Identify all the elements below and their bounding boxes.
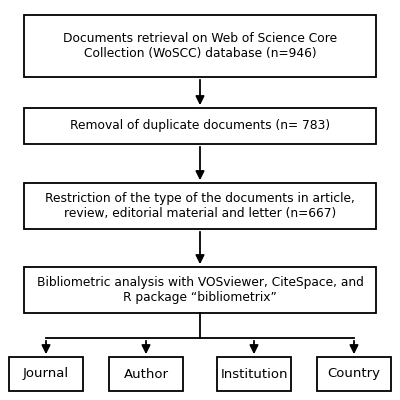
Text: Author: Author <box>124 368 168 380</box>
Text: Documents retrieval on Web of Science Core
Collection (WoSCC) database (n=946): Documents retrieval on Web of Science Co… <box>63 32 337 60</box>
FancyBboxPatch shape <box>9 357 83 391</box>
FancyBboxPatch shape <box>217 357 291 391</box>
Text: Journal: Journal <box>23 368 69 380</box>
FancyBboxPatch shape <box>109 357 183 391</box>
FancyBboxPatch shape <box>317 357 391 391</box>
Text: Country: Country <box>328 368 380 380</box>
FancyBboxPatch shape <box>24 183 376 229</box>
Text: Restriction of the type of the documents in article,
review, editorial material : Restriction of the type of the documents… <box>45 192 355 220</box>
FancyBboxPatch shape <box>24 267 376 313</box>
FancyBboxPatch shape <box>24 15 376 77</box>
Text: Bibliometric analysis with VOSviewer, CiteSpace, and
R package “bibliometrix”: Bibliometric analysis with VOSviewer, Ci… <box>36 276 364 304</box>
Text: Institution: Institution <box>220 368 288 380</box>
FancyBboxPatch shape <box>24 108 376 144</box>
Text: Removal of duplicate documents (n= 783): Removal of duplicate documents (n= 783) <box>70 120 330 132</box>
